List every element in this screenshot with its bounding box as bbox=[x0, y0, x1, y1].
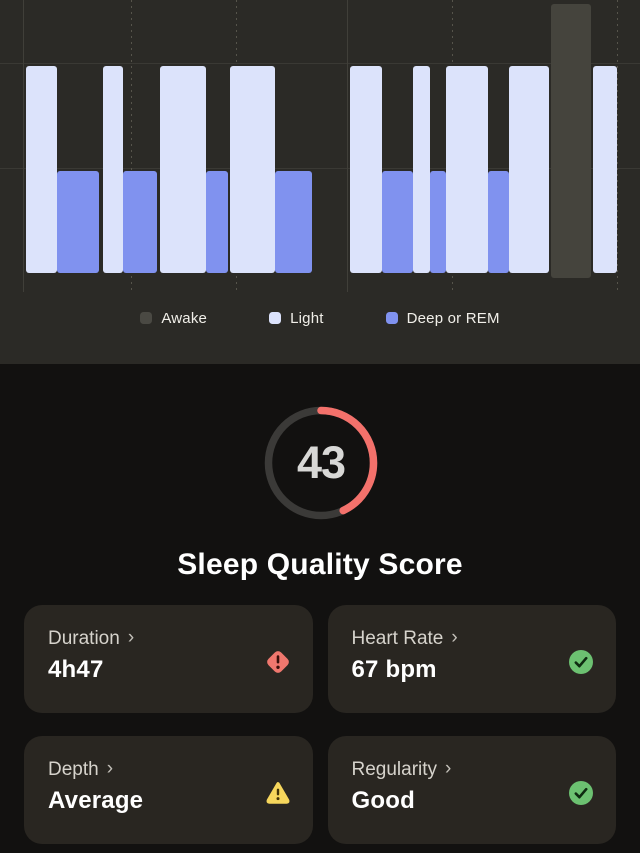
chart-legend: Awake Light Deep or REM bbox=[0, 303, 640, 333]
sleep-stage-bar bbox=[382, 171, 413, 273]
chevron-right-icon: › bbox=[451, 627, 458, 648]
regularity-card-label: Regularity bbox=[351, 759, 438, 780]
legend-item-deep-rem: Deep or REM bbox=[385, 309, 500, 327]
chevron-right-icon: › bbox=[106, 758, 114, 779]
legend-item-light: Light bbox=[269, 310, 324, 327]
legend-label-light: Light bbox=[290, 309, 324, 327]
depth-card-label: Depth bbox=[48, 759, 99, 780]
gridline-vertical bbox=[23, 0, 24, 292]
sleep-stage-bar bbox=[413, 66, 430, 273]
gridline-vertical-dashed bbox=[131, 0, 132, 292]
sleep-stage-bar bbox=[26, 66, 57, 273]
sleep-stage-bar bbox=[230, 66, 275, 273]
sleep-stage-bar bbox=[275, 171, 312, 273]
regularity-card[interactable]: Regularity › Good bbox=[327, 736, 616, 844]
sleep-score-value: 43 bbox=[296, 437, 346, 488]
sleep-stage-bar bbox=[509, 66, 549, 273]
score-ring-svg bbox=[264, 406, 378, 520]
heart-rate-card-label: Heart Rate bbox=[351, 628, 444, 649]
sleep-score-title: Sleep Quality Score bbox=[177, 548, 463, 581]
depth-card-value: Average bbox=[48, 786, 144, 814]
sleep-stage-bar bbox=[488, 171, 509, 273]
regularity-card-value: Good bbox=[351, 786, 415, 814]
duration-card[interactable]: Duration › 4h47 bbox=[24, 605, 313, 713]
depth-card[interactable]: Depth › Average bbox=[24, 736, 313, 844]
warning-triangle-icon bbox=[265, 782, 290, 804]
sleep-stage-bar bbox=[123, 171, 157, 273]
heart-rate-card-value: 67 bpm bbox=[351, 655, 437, 683]
chart-scrubber-handle[interactable] bbox=[551, 4, 591, 278]
gridline-vertical bbox=[347, 0, 348, 292]
alert-diamond-icon bbox=[266, 651, 289, 673]
chevron-right-icon: › bbox=[127, 627, 135, 648]
legend-label-deep-rem: Deep or REM bbox=[406, 309, 500, 327]
gridline-vertical-dashed bbox=[617, 0, 618, 292]
sleep-stages-chart[interactable] bbox=[0, 0, 640, 292]
sleep-stage-bar bbox=[350, 66, 382, 273]
check-circle-icon bbox=[569, 781, 593, 805]
sleep-stage-bar bbox=[430, 171, 446, 273]
score-ring-arc bbox=[264, 406, 378, 520]
deep-rem-swatch-icon bbox=[385, 312, 398, 324]
gridline-horizontal bbox=[0, 63, 640, 64]
awake-swatch-icon bbox=[140, 312, 153, 324]
legend-label-awake: Awake bbox=[161, 309, 208, 327]
sleep-stage-bar bbox=[206, 171, 228, 273]
duration-card-value: 4h47 bbox=[48, 655, 104, 683]
check-circle-icon bbox=[569, 650, 593, 674]
sleep-stages-chart-section: Awake Light Deep or REM bbox=[0, 0, 640, 364]
light-swatch-icon bbox=[269, 312, 282, 324]
sleep-stage-bar bbox=[593, 66, 617, 273]
legend-item-awake: Awake bbox=[140, 310, 207, 327]
sleep-stage-bar bbox=[103, 66, 123, 273]
sleep-stage-bar bbox=[446, 66, 488, 273]
chevron-right-icon: › bbox=[445, 758, 452, 779]
sleep-stage-bar bbox=[160, 66, 206, 273]
heart-rate-card[interactable]: Heart Rate › 67 bpm bbox=[327, 605, 616, 713]
duration-card-label: Duration bbox=[48, 628, 120, 649]
metric-cards-grid: Duration › 4h47 Heart Rate › 67 bpm bbox=[24, 605, 616, 844]
sleep-stage-bar bbox=[57, 171, 99, 273]
gridline-horizontal bbox=[0, 168, 640, 169]
sleep-score-ring: 43 bbox=[261, 403, 381, 523]
